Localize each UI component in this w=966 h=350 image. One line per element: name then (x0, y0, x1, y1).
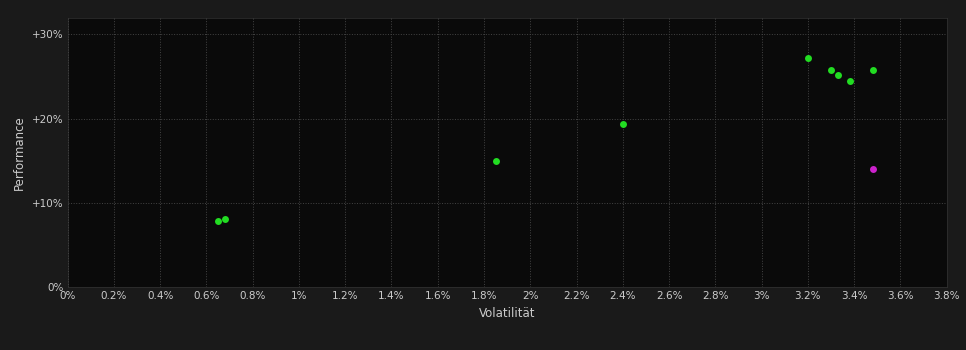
Y-axis label: Performance: Performance (14, 115, 26, 190)
Point (865, 166, 880, 172)
Point (211, 218, 226, 224)
Point (800, 55, 815, 61)
Point (217, 216, 233, 222)
X-axis label: Volatilität: Volatilität (479, 307, 535, 320)
Point (841, 78, 857, 83)
Point (823, 67, 838, 72)
Point (615, 122, 631, 127)
Point (488, 158, 503, 163)
Point (865, 67, 880, 72)
Point (830, 72, 845, 78)
